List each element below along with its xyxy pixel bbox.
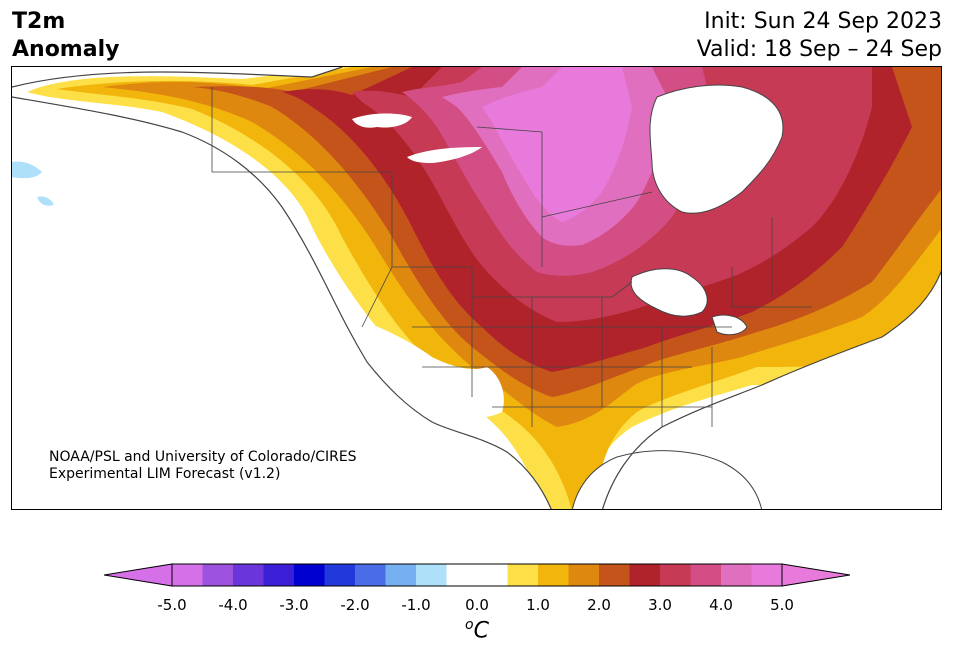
colorbar-segment [202, 564, 234, 586]
coastline [12, 67, 941, 509]
atlantic-ocean [602, 271, 941, 509]
credit-line-2: Experimental LIM Forecast (v1.2) [49, 466, 281, 482]
colorbar-tick-label: -3.0 [279, 596, 309, 614]
unit-superscript: o [465, 617, 474, 633]
gulf-of-mexico [572, 450, 762, 509]
colorbar-segment [660, 564, 691, 586]
valid-range: Valid: 18 Sep – 24 Sep [696, 37, 942, 62]
title-line-1: T2m [12, 9, 66, 34]
pacific-ocean [12, 97, 552, 509]
colorbar-unit: oC [465, 617, 489, 643]
colorbar-segment [538, 564, 569, 586]
colorbar-extend-high [781, 563, 851, 587]
colorbar-segment [599, 564, 630, 586]
colorbar-tick-label: -5.0 [157, 596, 187, 614]
colorbar-segment [721, 564, 752, 586]
colorbar-segment [294, 564, 325, 586]
colorbar-tick-label: 3.0 [648, 596, 672, 614]
colorbar-segment [324, 564, 356, 586]
credit-text: NOAA/PSL and University of Colorado/CIRE… [49, 449, 357, 483]
colorbar-segment [355, 564, 386, 586]
colorbar-segment [172, 564, 203, 586]
colorbar-segment [233, 564, 264, 586]
hudson-bay [649, 84, 784, 214]
colorbar-tick-label: 0.0 [465, 596, 489, 614]
cold-anomaly-patch [12, 161, 54, 206]
colorbar-segment [751, 564, 783, 586]
colorbar-svg [103, 563, 851, 587]
init-date: Init: Sun 24 Sep 2023 [704, 9, 942, 34]
colorbar-segment [690, 564, 722, 586]
political-borders [211, 87, 812, 427]
colorbar-segment [507, 564, 539, 586]
credit-line-1: NOAA/PSL and University of Colorado/CIRE… [49, 449, 357, 465]
colorbar-segment [629, 564, 661, 586]
colorbar-outline [171, 563, 783, 587]
title-line-2: Anomaly [12, 37, 120, 62]
colorbar-segment [385, 564, 417, 586]
anomaly-map [11, 66, 942, 510]
colorbar-tick-label: -2.0 [340, 596, 370, 614]
anomaly-zone-9 [482, 67, 632, 222]
colorbar-tick-label: 1.0 [526, 596, 550, 614]
colorbar-segment [416, 564, 447, 586]
arctic-water [12, 67, 342, 87]
colorbar-segment [263, 564, 295, 586]
colorbar-extend-low [103, 563, 173, 587]
colorbar-segment [446, 564, 478, 586]
unit-main: C [473, 618, 489, 644]
colorbar-tick-label: 2.0 [587, 596, 611, 614]
plot-title: T2m Anomaly [12, 8, 119, 64]
forecast-dates: Init: Sun 24 Sep 2023 Valid: 18 Sep – 24… [697, 8, 942, 64]
colorbar-segment [568, 564, 600, 586]
colorbar-tick-label: -1.0 [401, 596, 431, 614]
colorbar [103, 563, 851, 587]
great-slave-lake [407, 147, 482, 163]
map-canvas [12, 67, 941, 509]
great-bear-lake [352, 113, 412, 128]
great-lakes [630, 268, 748, 336]
colorbar-tick-label: 4.0 [709, 596, 733, 614]
colorbar-tick-label: 5.0 [770, 596, 794, 614]
colorbar-tick-labels: -5.0 -4.0 -3.0 -2.0 -1.0 0.0 1.0 2.0 3.0 4.0 5.0 [0, 596, 953, 616]
colorbar-segment [477, 564, 508, 586]
colorbar-tick-label: -4.0 [218, 596, 248, 614]
